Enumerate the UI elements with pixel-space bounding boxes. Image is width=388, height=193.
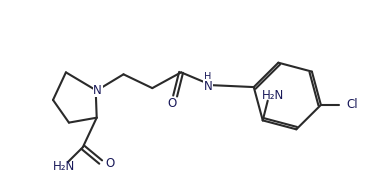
Text: H₂N: H₂N bbox=[262, 89, 284, 102]
Text: H: H bbox=[204, 72, 211, 82]
Text: N: N bbox=[204, 80, 212, 93]
Text: O: O bbox=[168, 97, 177, 110]
Text: N: N bbox=[94, 84, 102, 96]
Text: H₂N: H₂N bbox=[53, 160, 75, 174]
Text: O: O bbox=[106, 157, 115, 169]
Text: Cl: Cl bbox=[347, 98, 359, 111]
